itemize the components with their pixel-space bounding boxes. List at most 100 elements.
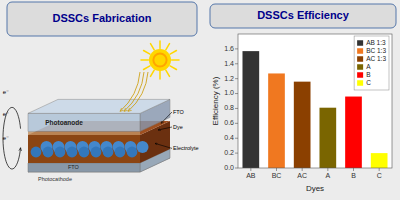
y-tick (235, 63, 238, 64)
photoanode-label: Photoanode (45, 119, 83, 126)
y-tick (235, 93, 238, 94)
background (0, 0, 400, 200)
y-tick-label: 1.4 (224, 60, 234, 67)
y-axis-label: Efficiency (%) (211, 76, 220, 125)
y-tick-label: 0.6 (224, 119, 234, 126)
y-tick-label: 1.0 (224, 89, 234, 96)
pointer-arrow (155, 143, 172, 148)
x-tick (353, 168, 354, 171)
y-tick-label: 0.2 (224, 149, 234, 156)
sun-ring (152, 52, 167, 67)
y-tick (235, 123, 238, 124)
y-tick-label: 0.4 (224, 134, 234, 141)
bar (319, 108, 336, 168)
fto-label: FTO (173, 109, 185, 115)
sun-ray (166, 44, 170, 50)
sun-ray (151, 70, 155, 76)
y-tick (235, 48, 238, 49)
x-tick (302, 168, 303, 171)
photocathode-label: Photocathode (38, 176, 72, 182)
nanoparticle (31, 147, 42, 158)
y-tick-label: 1.6 (224, 45, 234, 52)
sun-ray (159, 72, 161, 79)
x-tick-label: A (325, 172, 330, 179)
nanoparticle (115, 147, 126, 158)
nanoparticle (91, 147, 102, 158)
bar (294, 82, 311, 168)
bar-chart: DSSCs Efficiency0.00.20.40.60.81.01.21.4… (210, 4, 396, 193)
x-tick (327, 168, 328, 171)
legend-label: BC 1:3 (366, 47, 386, 54)
dye-label: Dye (173, 124, 183, 130)
bar (268, 73, 285, 168)
dye-layer (28, 131, 140, 135)
sun-ray (166, 70, 170, 76)
nanoparticle (103, 147, 114, 158)
top-plate-front (28, 113, 140, 131)
y-tick (235, 78, 238, 79)
x-tick (379, 168, 380, 171)
x-tick-label: BC (272, 172, 282, 179)
legend: AB 1:3BC 1:3AC 1:3ABC (354, 36, 389, 90)
x-tick-label: AB (246, 172, 256, 179)
y-tick (235, 108, 238, 109)
x-tick (276, 168, 277, 171)
pointer-arrow (158, 127, 172, 130)
sun-ray (144, 51, 150, 55)
chart-root: DSSCs Fabrication FTO Photocathode Photoano… (0, 0, 400, 200)
sun-ray (141, 59, 148, 61)
sun (149, 49, 171, 71)
nanoparticle (127, 147, 138, 158)
sun-ray (159, 41, 161, 48)
x-axis-label: Dyes (306, 184, 324, 193)
legend-swatch (357, 56, 363, 62)
diagram: DSSCs Fabrication FTO Photocathode Photoano… (3, 2, 199, 182)
fto-bottom-label: FTO (68, 164, 80, 170)
left-title: DSSCs Fabrication (52, 12, 151, 24)
legend-label: A (366, 63, 371, 70)
bar (345, 97, 362, 168)
y-tick (235, 168, 238, 169)
pointer-arrow (161, 112, 172, 123)
nanoparticle (137, 141, 149, 153)
sun-ray (151, 44, 155, 50)
plot-frame (238, 34, 392, 168)
legend-swatch (357, 64, 363, 70)
sun-ray (170, 51, 176, 55)
legend-swatch (357, 72, 363, 78)
sun-ray (172, 59, 179, 61)
electrolyte-label: Electrolyte (173, 145, 199, 151)
sun-ray (144, 66, 150, 70)
title-box (210, 4, 396, 28)
electron-flow (3, 107, 21, 169)
legend-swatch (357, 40, 363, 46)
electron-label: e⁻ (3, 135, 10, 141)
electron-label: e⁻ (3, 111, 10, 117)
x-tick-label: AC (297, 172, 307, 179)
top-plate-top (28, 99, 170, 113)
legend-label: AB 1:3 (366, 39, 386, 46)
x-tick (250, 168, 251, 171)
nanoparticle (55, 147, 66, 158)
y-tick-label: 0.0 (224, 164, 234, 171)
nanoparticle (43, 147, 54, 158)
legend-label: B (366, 71, 370, 78)
nanoparticle (67, 147, 78, 158)
electrolyte-front (28, 135, 140, 163)
light-ray (128, 72, 148, 111)
legend-swatch (357, 80, 363, 86)
bars (242, 51, 387, 168)
nanoparticle (79, 147, 90, 158)
electron-label: e⁻ (3, 89, 10, 95)
legend-label: C (366, 79, 371, 86)
x-tick-label: B (351, 172, 356, 179)
plot-area (238, 34, 392, 168)
y-tick-label: 1.2 (224, 75, 234, 82)
bar (242, 51, 259, 168)
bottom-plate-front (28, 163, 140, 172)
y-tick-label: 0.8 (224, 104, 234, 111)
legend-label: AC 1:3 (366, 55, 386, 62)
left-title-box (7, 2, 197, 36)
y-tick (235, 138, 238, 139)
x-tick-label: C (377, 172, 382, 179)
